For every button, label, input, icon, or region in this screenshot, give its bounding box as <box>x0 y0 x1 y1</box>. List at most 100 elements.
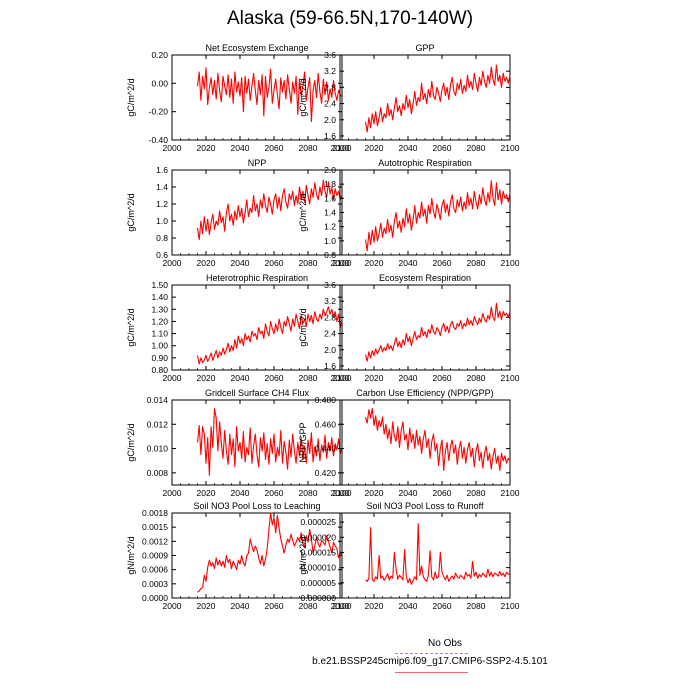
panel-3-xtick-label: 2040 <box>231 258 250 268</box>
panel-6-frame <box>339 284 511 371</box>
panel-3-xtick-label: 2020 <box>197 258 216 268</box>
panel-1-ytick-label: 0.00 <box>151 78 168 88</box>
panel-10-ytick-label: 0.000000 <box>301 593 337 603</box>
panel-8-title: Carbon Use Efficiency (NPP/GPP) <box>356 388 493 398</box>
panel-6-ytick-label: 2.0 <box>324 345 336 355</box>
panel-6-xtick-label: 2000 <box>331 373 350 383</box>
panel-2-xtick-label: 2040 <box>399 143 418 153</box>
panel-4-xtick-label: 2080 <box>467 258 486 268</box>
panel-1-xtick-label: 2060 <box>265 143 284 153</box>
panel-1-ytick-label: -0.40 <box>149 135 169 145</box>
panel-8-xtick-label: 2020 <box>365 488 384 498</box>
panel-7-xtick-label: 2040 <box>231 488 250 498</box>
panel-10-ytick-label: 0.000005 <box>301 578 337 588</box>
panel-10-xtick-label: 2060 <box>433 601 452 611</box>
panel-2-xtick-label: 2100 <box>501 143 520 153</box>
panel-10-ytick-label: 0.000010 <box>301 563 337 573</box>
panel-8-series-line <box>364 407 511 471</box>
panel-2-xtick-label: 2000 <box>331 143 350 153</box>
panel-1-ytick-label: -0.20 <box>149 107 169 117</box>
panel-5-ytick-label: 1.40 <box>151 292 168 302</box>
panel-4-ytick-label: 1.8 <box>324 179 336 189</box>
panel-2-ytick-label: 2.8 <box>324 82 336 92</box>
panel-9-xtick-label: 2100 <box>333 601 352 611</box>
panel-4-ytick-label: 1.6 <box>324 193 336 203</box>
panel-3-title: NPP <box>248 158 267 168</box>
panel-8-ytick-label: 0.460 <box>315 419 337 429</box>
panel-3-ylabel: gC/m^2/d <box>126 193 136 231</box>
panel-7-xtick-label: 2020 <box>197 488 216 498</box>
panel-1-xtick-label: 2100 <box>333 143 352 153</box>
panel-3-ytick-label: 0.8 <box>156 233 168 243</box>
legend-obs-label: No Obs <box>428 638 462 649</box>
panel-5-ytick-label: 0.80 <box>151 365 168 375</box>
panel-9-title: Soil NO3 Pool Loss to Leaching <box>193 501 320 511</box>
panel-8-ytick-label: 0.440 <box>315 444 337 454</box>
panel-8-ylabel: NPP/GPP <box>298 422 308 462</box>
panel-5-series-line <box>196 306 343 365</box>
panel-7-ylabel: gC/m^2/d <box>126 423 136 461</box>
panel-4-title: Autotrophic Respiration <box>378 158 472 168</box>
panel-9-ytick-label: 0.0015 <box>142 522 168 532</box>
panel-4-series-line <box>364 180 511 252</box>
page-title: Alaska (59-66.5N,170-140W) <box>226 8 474 29</box>
panel-3-ytick-label: 1.2 <box>156 199 168 209</box>
panel-2-xtick-label: 2080 <box>467 143 486 153</box>
panel-6-ylabel: gC/m^2/d <box>298 308 308 346</box>
panel-1-series-line <box>196 67 343 123</box>
panel-3-xtick-label: 2080 <box>299 258 318 268</box>
panel-8-xtick-label: 2000 <box>331 488 350 498</box>
panel-7-xtick-label: 2080 <box>299 488 318 498</box>
legend-obs-line <box>395 653 468 654</box>
panel-10-ytick-label: 0.000015 <box>301 547 337 557</box>
panel-10-ytick-label: 0.000025 <box>301 517 337 527</box>
panel-6-series-line <box>364 302 511 362</box>
panel-7-ytick-label: 0.012 <box>147 419 169 429</box>
panel-1-ylabel: gC/m^2/d <box>126 78 136 116</box>
panel-5-xtick-label: 2060 <box>265 373 284 383</box>
panel-7-series-line <box>196 407 343 476</box>
panel-7-xtick-label: 2060 <box>265 488 284 498</box>
panel-10-xtick-label: 2020 <box>365 601 384 611</box>
panel-3-ytick-label: 1.4 <box>156 182 168 192</box>
panel-1-title: Net Ecosystem Exchange <box>205 43 308 53</box>
panel-3-xtick-label: 2100 <box>333 258 352 268</box>
panel-4-ytick-label: 1.4 <box>324 208 336 218</box>
panel-6-xtick-label: 2040 <box>399 373 418 383</box>
panel-6-ytick-label: 3.2 <box>324 296 336 306</box>
panel-7-xtick-label: 2100 <box>333 488 352 498</box>
panel-5-xtick-label: 2020 <box>197 373 216 383</box>
panel-8-xtick-label: 2080 <box>467 488 486 498</box>
panel-9-ytick-label: 0.0006 <box>142 565 168 575</box>
panel-7-ytick-label: 0.014 <box>147 395 169 405</box>
panel-10-xtick-label: 2080 <box>467 601 486 611</box>
panel-4-xtick-label: 2040 <box>399 258 418 268</box>
legend-case-line <box>395 672 468 673</box>
panel-3-ytick-label: 1.6 <box>156 165 168 175</box>
panel-8-xtick-label: 2040 <box>399 488 418 498</box>
panel-8-frame <box>339 399 511 486</box>
panel-4-xtick-label: 2100 <box>501 258 520 268</box>
panel-9-xtick-label: 2000 <box>163 601 182 611</box>
panel-5-ytick-label: 1.30 <box>151 304 168 314</box>
panel-3-xtick-label: 2060 <box>265 258 284 268</box>
panel-1-xtick-label: 2020 <box>197 143 216 153</box>
panel-3-series-line <box>196 179 343 241</box>
panel-5-ylabel: gC/m^2/d <box>126 308 136 346</box>
panel-5-xtick-label: 2080 <box>299 373 318 383</box>
panel-5-ytick-label: 1.10 <box>151 329 168 339</box>
panel-2-ytick-label: 1.6 <box>324 131 336 141</box>
panel-2-ylabel: gC/m^2/d <box>298 78 308 116</box>
panel-7-ytick-label: 0.008 <box>147 468 169 478</box>
panel-5-xtick-label: 2040 <box>231 373 250 383</box>
panel-6-ytick-label: 3.6 <box>324 280 336 290</box>
panel-5-title: Heterotrophic Respiration <box>206 273 308 283</box>
panel-1-xtick-label: 2000 <box>163 143 182 153</box>
panel-2-frame <box>339 54 511 141</box>
panel-4-xtick-label: 2060 <box>433 258 452 268</box>
panel-7-xtick-label: 2000 <box>163 488 182 498</box>
panel-6-ytick-label: 1.6 <box>324 361 336 371</box>
panel-10-frame <box>339 512 511 599</box>
panel-2-series-line <box>364 64 511 133</box>
